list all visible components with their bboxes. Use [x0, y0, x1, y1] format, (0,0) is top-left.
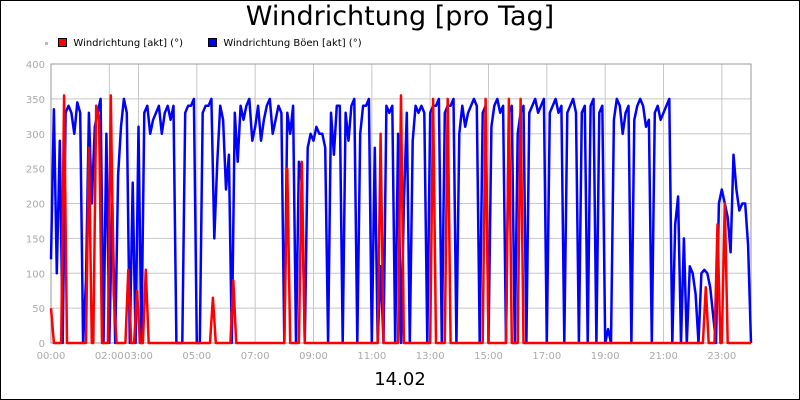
x-tick-label: 17:00	[532, 351, 561, 362]
y-tick-label: 200	[26, 200, 45, 211]
legend-item-wind-direction: Windrichtung [akt] (°)	[58, 38, 183, 49]
y-tick-label: 300	[26, 130, 45, 141]
y-tick-label: 100	[26, 269, 45, 280]
x-tick-label: 05:00	[182, 351, 211, 362]
y-tick-label: 50	[32, 304, 45, 315]
x-tick-label: 13:00	[416, 351, 445, 362]
chart-title: Windrichtung [pro Tag]	[245, 1, 555, 32]
legend-swatch-blue	[208, 38, 218, 47]
legend: Windrichtung [akt] (°) Windrichtung Böen…	[45, 38, 384, 49]
x-tick-label: 07:00	[241, 351, 270, 362]
x-tick-label: 11:00	[357, 351, 386, 362]
legend-marker-icon	[45, 42, 48, 45]
y-tick-label: 0	[39, 339, 45, 350]
legend-swatch-red	[58, 38, 68, 47]
y-tick-label: 350	[26, 95, 45, 106]
x-tick-label: 09:00	[299, 351, 328, 362]
x-tick-label: 23:00	[707, 351, 736, 362]
x-tick-label: 19:00	[591, 351, 620, 362]
x-axis-caption: 14.02	[374, 369, 426, 390]
legend-item-gust-direction: Windrichtung Böen [akt] (°)	[208, 38, 362, 49]
x-tick-label: 02:00	[95, 351, 124, 362]
legend-label-wind-direction: Windrichtung [akt] (°)	[73, 38, 183, 49]
series-line-0	[49, 94, 751, 345]
x-tick-label: 03:00	[124, 351, 153, 362]
y-tick-label: 250	[26, 165, 45, 176]
y-tick-label: 150	[26, 234, 45, 245]
legend-label-gust-direction: Windrichtung Böen [akt] (°)	[223, 38, 362, 49]
x-tick-label: 21:00	[649, 351, 678, 362]
x-tick-label: 00:00	[37, 351, 66, 362]
y-tick-label: 400	[26, 60, 45, 71]
x-tick-label: 15:00	[474, 351, 503, 362]
